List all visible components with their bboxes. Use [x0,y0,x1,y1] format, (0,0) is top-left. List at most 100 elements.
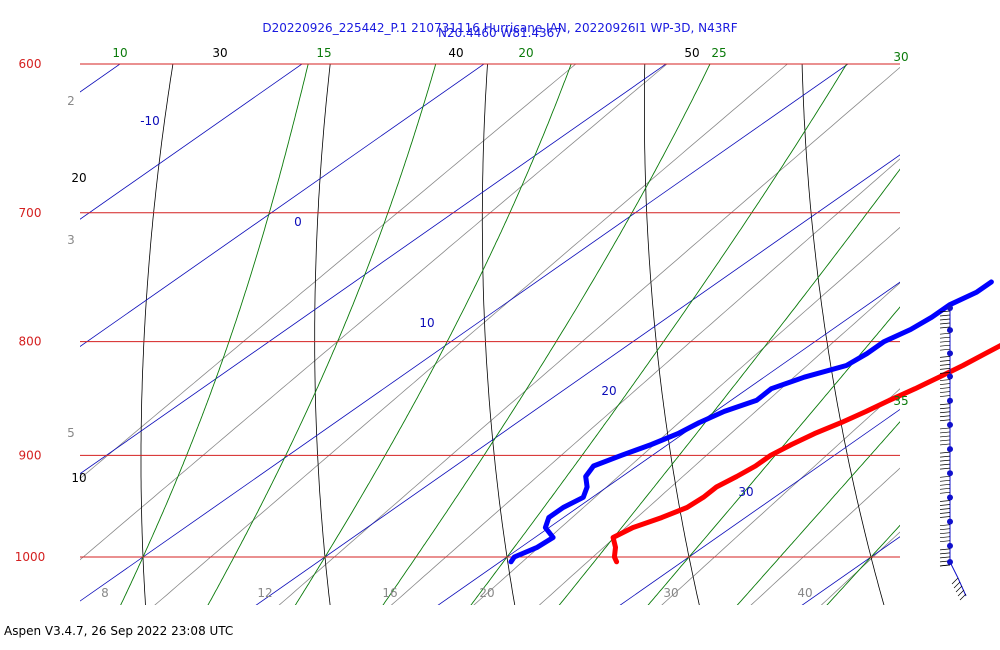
mixing-ratio-line-12 [390,158,900,605]
moist-adiabat-line-25 [558,168,900,605]
temperature-profile-line [610,342,1000,565]
wind-barb-tick [939,467,951,470]
isotherm-label-30: 30 [738,485,753,499]
mixing-ratio-line-2 [80,64,577,480]
wind-barb-tick [939,500,951,502]
wind-barb-tick [939,310,951,313]
wind-barb-tick [939,431,951,434]
isobar-label-600: 600 [19,57,42,71]
wind-barb-tick [939,364,951,366]
moist-adiabat-label-10: 10 [112,46,127,60]
wind-barb-tick [939,356,951,358]
moist-adiabat-line-15 [382,64,711,605]
wind-barb-dot [947,470,953,477]
wind-barb-tick [939,443,951,446]
wind-barb-tick [939,348,951,351]
mixing-ratio-line-30 [661,388,900,605]
isobar-label-700: 700 [19,206,42,220]
wind-barb-tick [939,435,951,438]
wind-barb-tick [939,407,951,410]
wind-barb-tick [939,487,951,490]
wind-barb-tick [939,548,951,551]
isotherm-line--20 [80,64,485,347]
moist-adiabat-line-40 [826,524,900,605]
wind-barb-tick [939,336,951,339]
wind-barb-tick [939,463,951,466]
isotherm-line--40 [80,64,121,93]
wind-barb-tick [939,387,951,389]
wind-barb-tick [939,479,951,482]
wind-barb-tick [939,439,951,442]
wind-barb-tick [939,391,951,393]
wind-barb-tick [939,512,951,514]
mixing-ratio-label-30: 30 [663,586,678,600]
mixing-ratio-line-5 [154,64,789,605]
wind-barb-tick [939,475,951,478]
dewpoint-profile-line [508,279,994,565]
isotherm-line-50 [963,40,1000,620]
wind-barb-dot [947,397,953,404]
isobar-lines [80,63,900,558]
moist-adiabat-line-30 [647,306,900,605]
isotherm-line-20 [437,281,900,605]
chart-title-line2: N20.4460 W81.4367 [438,26,562,40]
isotherm-line-40 [801,536,900,605]
wind-barb-tail-tick [959,593,967,601]
wind-barb-tick [939,395,951,397]
wind-barb-dot [947,373,953,380]
isotherm-line-30 [619,408,900,605]
chart-labels: 600 700 800 900 1000 -10 0 10 20 30 10 20 30 40 50 10 15… [15,46,909,600]
moist-adiabat-line-5 [207,64,437,605]
wind-barb-tick [939,564,951,567]
wind-barb-tick [939,504,951,506]
wind-barb-tick [939,516,951,518]
wind-barb-tick [939,379,951,381]
mixing-ratio-line-40 [750,467,900,605]
wind-barb-tick [939,372,951,374]
wind-barb-dot [947,494,953,501]
wind-barb-dot [947,421,953,428]
wind-barb-tail-tick [955,585,963,593]
wind-barb-dot [947,327,953,334]
wind-barb-tail [949,561,967,597]
wind-barb-dot [947,518,953,525]
mixing-ratio-line-3 [80,64,668,561]
wind-barb-column [939,305,967,601]
dry-adiabat-label-30: 30 [212,46,227,60]
moist-adiabat-label-20: 20 [518,46,533,60]
wind-barb-tick [939,415,951,418]
wind-barb-tick [939,528,951,531]
chart-title-line1: D20220926_225442_P.1 210731116 Hurricane… [262,21,738,35]
mixing-ratio-label-40: 40 [797,586,812,600]
dry-adiabat-lines [140,64,885,605]
wind-barb-tick [939,383,951,385]
mixing-ratio-label-8: 8 [101,586,109,600]
wind-barb-tick [939,451,951,454]
wind-barb-tick [939,419,951,422]
dry-adiabat-line-0 [140,64,174,605]
dry-adiabat-line-30 [644,64,700,605]
footer-version: Aspen V3.4.7, 26 Sep 2022 23:08 UTC [4,624,234,638]
isotherm-label--10: -10 [140,114,160,128]
isotherm-line--30 [80,64,303,220]
wind-barb-tick [939,322,951,325]
wind-barb-tick [939,532,951,535]
wind-barb-tick [939,536,951,539]
moist-adiabat-line-0 [120,64,309,605]
wind-barb-tick [939,411,951,414]
wind-barb-tail-tick [951,577,959,585]
moist-adiabat-label-30: 30 [893,50,908,64]
wind-barb-tail-tick [957,589,965,597]
mixing-ratio-line-20 [538,282,900,605]
sounding-profiles [508,279,1000,565]
moist-adiabat-line-20 [470,64,848,605]
dry-adiabat-label-10: 10 [71,471,86,485]
wind-barb-tick [939,427,951,430]
wind-barb-tail-tick [953,581,961,589]
dry-adiabat-line-10 [314,64,331,605]
isobar-label-1000: 1000 [15,550,46,564]
isotherm-line-10 [255,154,900,605]
moist-adiabat-label-25: 25 [711,46,726,60]
wind-barb-tick [939,524,951,527]
isobar-label-800: 800 [19,335,42,349]
